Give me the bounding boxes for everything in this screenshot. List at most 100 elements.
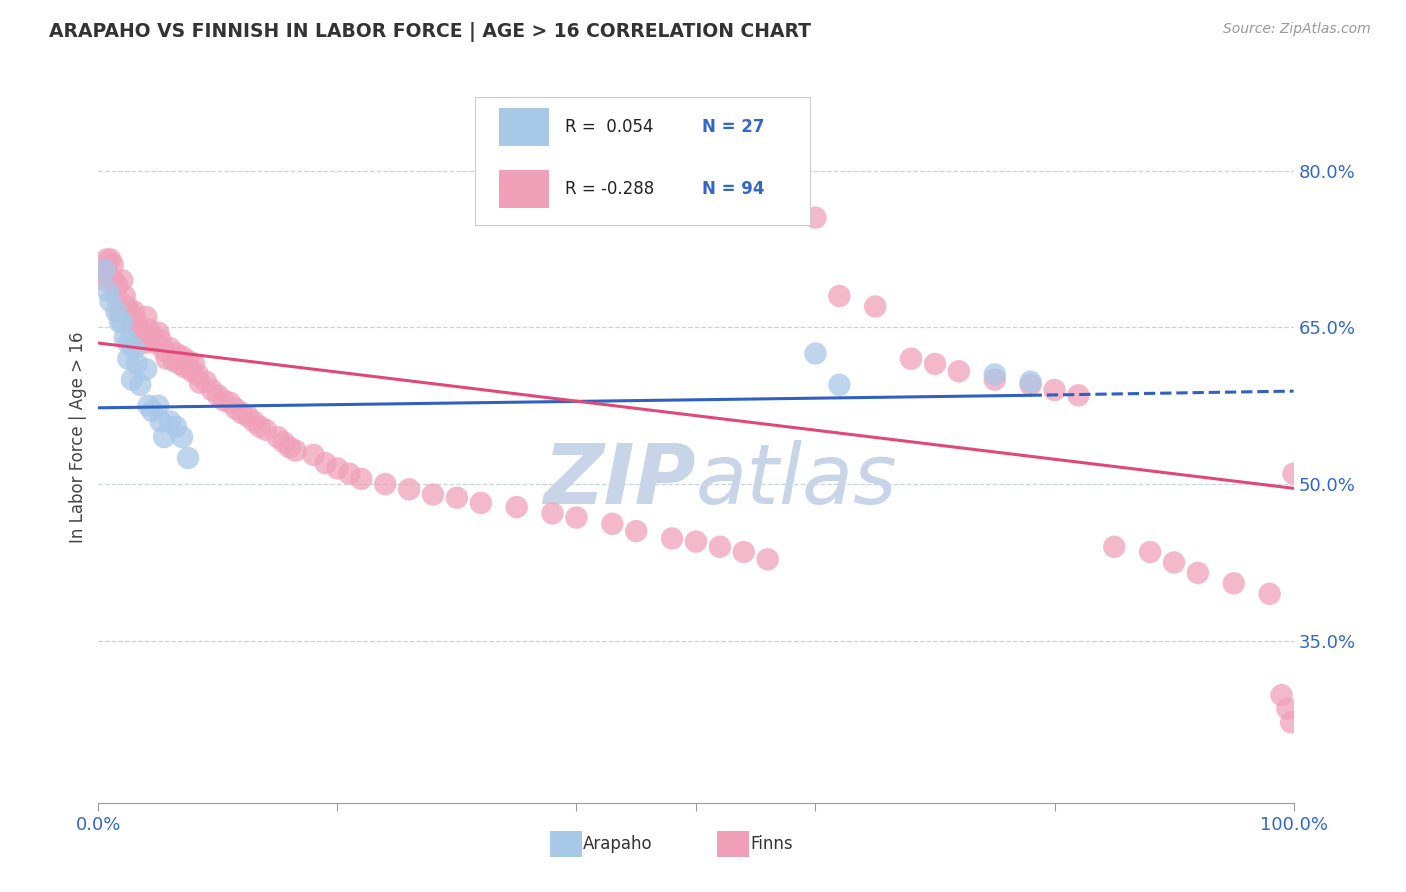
Point bbox=[155, 351, 177, 366]
Point bbox=[1019, 375, 1042, 389]
Point bbox=[273, 435, 295, 450]
Point bbox=[201, 383, 224, 397]
Point bbox=[93, 263, 115, 277]
Point bbox=[117, 336, 139, 351]
Point bbox=[243, 414, 266, 428]
Text: ARAPAHO VS FINNISH IN LABOR FORCE | AGE > 16 CORRELATION CHART: ARAPAHO VS FINNISH IN LABOR FORCE | AGE … bbox=[49, 22, 811, 42]
Point bbox=[219, 395, 242, 409]
Point bbox=[506, 500, 529, 514]
Point bbox=[101, 258, 124, 272]
Point bbox=[103, 273, 125, 287]
Point bbox=[149, 414, 172, 428]
Point bbox=[1163, 556, 1185, 570]
Point bbox=[249, 419, 271, 434]
Point bbox=[108, 304, 131, 318]
Point bbox=[141, 331, 163, 345]
Point bbox=[1279, 715, 1302, 730]
Point bbox=[984, 373, 1007, 387]
Text: N = 94: N = 94 bbox=[702, 180, 765, 198]
Point bbox=[177, 353, 200, 368]
Point bbox=[446, 491, 468, 505]
Point bbox=[165, 346, 187, 360]
Point bbox=[94, 273, 117, 287]
Text: R = -0.288: R = -0.288 bbox=[565, 180, 654, 198]
FancyBboxPatch shape bbox=[499, 108, 548, 146]
Point bbox=[315, 456, 337, 470]
Point bbox=[177, 450, 200, 465]
Point bbox=[124, 341, 146, 355]
Point bbox=[105, 304, 128, 318]
FancyBboxPatch shape bbox=[475, 97, 810, 225]
Point bbox=[470, 496, 492, 510]
Point bbox=[107, 278, 129, 293]
Point bbox=[172, 350, 194, 364]
Point bbox=[900, 351, 922, 366]
Point bbox=[924, 357, 946, 371]
Point bbox=[236, 409, 259, 424]
Point bbox=[1187, 566, 1209, 580]
FancyBboxPatch shape bbox=[717, 830, 749, 857]
Point bbox=[284, 443, 307, 458]
FancyBboxPatch shape bbox=[550, 830, 582, 857]
Point bbox=[141, 404, 163, 418]
Point bbox=[565, 510, 588, 524]
Point bbox=[135, 310, 157, 324]
Point bbox=[180, 364, 202, 378]
Point bbox=[138, 322, 160, 336]
Point bbox=[173, 360, 195, 375]
Point bbox=[98, 294, 122, 309]
Point bbox=[422, 487, 444, 501]
Point bbox=[804, 211, 827, 225]
Point bbox=[278, 441, 301, 455]
Point bbox=[159, 414, 181, 428]
Point bbox=[1223, 576, 1246, 591]
Text: R =  0.054: R = 0.054 bbox=[565, 118, 652, 136]
Point bbox=[114, 289, 136, 303]
Point bbox=[148, 399, 170, 413]
Point bbox=[129, 377, 152, 392]
Text: atlas: atlas bbox=[696, 441, 897, 522]
Point bbox=[183, 357, 205, 371]
Point bbox=[1139, 545, 1161, 559]
Point bbox=[125, 357, 148, 371]
Point bbox=[948, 364, 970, 378]
Point bbox=[709, 540, 731, 554]
Point bbox=[984, 368, 1007, 382]
Point bbox=[105, 289, 128, 303]
Text: ZIP: ZIP bbox=[543, 441, 696, 522]
Point bbox=[339, 467, 361, 481]
Point bbox=[124, 304, 146, 318]
Point bbox=[685, 534, 707, 549]
Point bbox=[188, 376, 211, 390]
Point bbox=[117, 351, 139, 366]
Point bbox=[804, 346, 827, 360]
Point bbox=[326, 461, 349, 475]
Point bbox=[111, 315, 134, 329]
Point bbox=[131, 331, 153, 345]
Text: Finns: Finns bbox=[751, 835, 793, 853]
Point bbox=[267, 430, 290, 444]
Point bbox=[1258, 587, 1281, 601]
Point bbox=[1277, 702, 1299, 716]
Text: Arapaho: Arapaho bbox=[583, 835, 652, 853]
Point bbox=[163, 353, 186, 368]
Point bbox=[98, 252, 122, 267]
Point bbox=[207, 388, 229, 402]
Point bbox=[128, 322, 150, 336]
Point bbox=[212, 393, 235, 408]
Point bbox=[195, 375, 218, 389]
Point bbox=[165, 419, 187, 434]
Point bbox=[733, 545, 755, 559]
Text: Source: ZipAtlas.com: Source: ZipAtlas.com bbox=[1223, 22, 1371, 37]
Point bbox=[93, 263, 115, 277]
Point bbox=[108, 315, 131, 329]
Point bbox=[865, 300, 887, 314]
Point bbox=[541, 507, 564, 521]
Point bbox=[148, 326, 170, 340]
Point bbox=[1067, 388, 1090, 402]
Point bbox=[125, 315, 148, 329]
Point bbox=[602, 516, 624, 531]
Point bbox=[121, 373, 143, 387]
Point bbox=[1019, 377, 1042, 392]
FancyBboxPatch shape bbox=[499, 170, 548, 208]
